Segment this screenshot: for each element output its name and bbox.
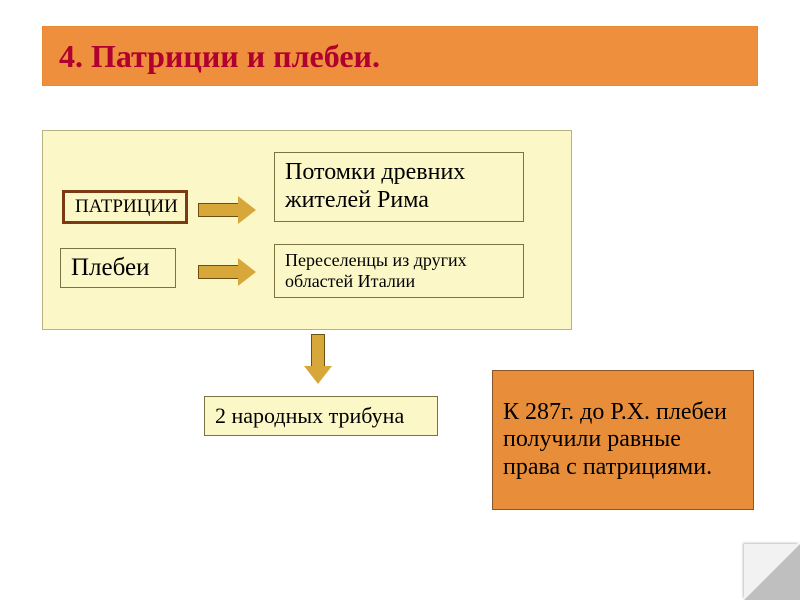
box-patricii-label: ПАТРИЦИИ [75,196,178,218]
box-tribunes: 2 народных трибуна [204,396,438,436]
arrow-patricii-to-descendants [198,196,256,224]
box-result-label: К 287г. до Р.Х. плебеи получили равные п… [503,399,743,482]
slide: 4. Патриции и плебеи. ПАТРИЦИИ Плебеи По… [0,0,800,600]
arrow-shaft [311,334,325,366]
box-patricii: ПАТРИЦИИ [62,190,188,224]
slide-title-text: 4. Патриции и плебеи. [59,38,380,75]
arrow-head-icon [238,196,256,224]
box-descendants: Потомки древних жителей Рима [274,152,524,222]
box-settlers: Переселенцы из других областей Италии [274,244,524,298]
arrow-shaft [198,265,238,279]
box-settlers-label: Переселенцы из других областей Италии [285,250,513,291]
corner-fold-front [744,544,800,600]
page-corner-fold-icon [744,544,800,600]
box-result: К 287г. до Р.Х. плебеи получили равные п… [492,370,754,510]
slide-title-bar: 4. Патриции и плебеи. [42,26,758,86]
arrow-settlers-to-tribunes [304,334,332,384]
arrow-shaft [198,203,238,217]
arrow-head-icon [304,366,332,384]
box-tribunes-label: 2 народных трибуна [215,403,404,428]
arrow-head-icon [238,258,256,286]
box-descendants-label: Потомки древних жителей Рима [285,159,513,214]
box-plebei-label: Плебеи [71,254,150,283]
arrow-plebei-to-settlers [198,258,256,286]
box-plebei: Плебеи [60,248,176,288]
